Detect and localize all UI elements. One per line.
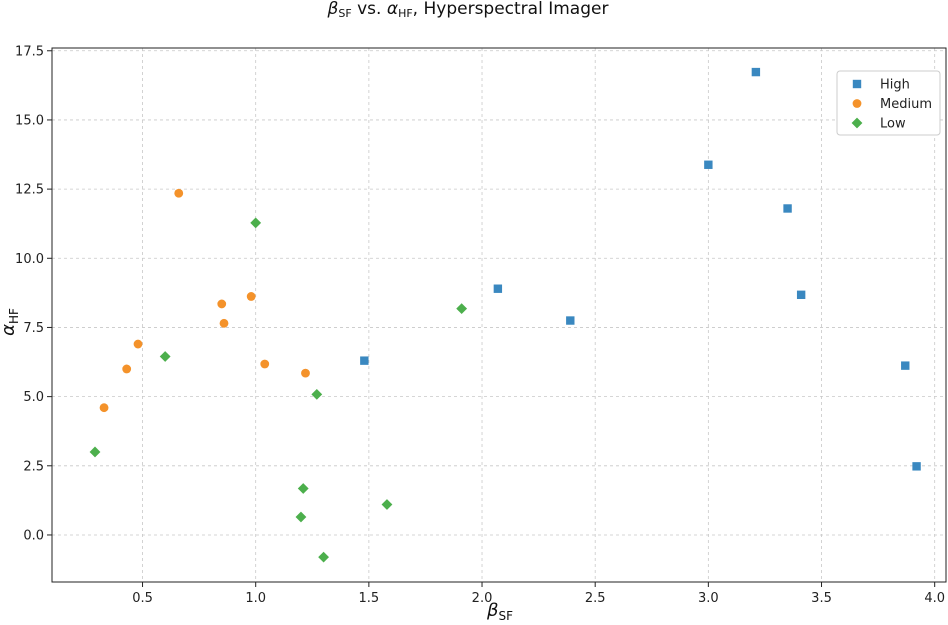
legend-label-high: High [880,78,910,93]
data-point-high [566,316,575,325]
x-tick-label: 3.0 [698,591,719,606]
title-suffix: , Hyperspectral Imager [413,0,609,19]
y-tick-label: 12.5 [15,183,44,198]
y-tick-label: 2.5 [23,459,44,474]
legend-item-medium: Medium [852,97,932,112]
data-point-low [297,483,309,494]
y-tick-label: 7.5 [23,321,44,336]
title-alpha-subscript: HF [398,7,413,20]
data-point-high [704,160,713,169]
data-point-medium [99,403,109,413]
legend-marker-high [852,79,862,89]
data-point-low [250,217,262,229]
y-axis-label: αHF [0,308,21,336]
legend-label-low: Low [880,117,906,132]
data-point-low [381,499,393,510]
y-tick-label: 5.0 [23,390,44,405]
title-alpha-symbol: α [387,0,398,19]
x-tick-label: 2.5 [585,591,606,606]
plot-frame [51,47,947,583]
x-axis-ticks: 0.5 1.0 1.5 2.0 2.5 3.0 3.5 4.0 [132,582,945,606]
legend-box [836,70,941,136]
data-point-high [796,290,806,300]
x-tick-label: 3.5 [811,591,832,606]
data-point-low [295,511,307,523]
x-axis-label-symbol: β [486,600,499,621]
y-tick-label: 0.0 [23,528,44,543]
data-point-low [89,446,101,458]
data-point-high [901,361,910,370]
grid-lines [52,48,946,582]
data-point-high [360,356,369,365]
data-point-high [751,67,761,77]
y-axis-label-symbol: α [0,324,19,336]
data-point-medium [174,188,184,198]
chart-title: βSF vs. αHF, Hyperspectral Imager [327,0,609,20]
data-point-high [912,462,921,471]
data-point-low [311,389,323,400]
legend-item-low: Low [851,117,906,132]
y-tick-label: 17.5 [15,44,44,59]
x-tick-label: 4.0 [924,591,945,606]
title-beta-subscript: SF [338,7,351,20]
data-point-medium [301,368,310,378]
data-point-medium [217,299,227,309]
data-point-low [456,303,468,315]
data-point-low [318,551,329,563]
data-point-medium [122,364,132,374]
x-tick-label: 2.0 [472,591,493,606]
title-beta-symbol: β [327,0,339,19]
data-point-high [493,284,503,293]
title-versus: vs. [352,0,387,19]
data-point-medium [246,292,256,301]
x-axis-label-subscript: SF [498,609,513,623]
legend-item-high: High [852,78,910,93]
data-point-high [783,204,792,213]
data-point-medium [260,359,270,369]
x-tick-label: 0.5 [132,591,153,606]
legend: High Medium Low [836,70,941,136]
data-point-medium [133,339,143,349]
data-point-low [159,351,171,362]
y-tick-label: 10.0 [15,252,44,267]
data-points [89,67,921,563]
y-axis-ticks: 0.0 2.5 5.0 7.5 10.0 12.5 15.0 17.5 [15,44,52,543]
y-axis-label-subscript: HF [7,308,21,324]
legend-marker-medium [852,99,862,108]
legend-marker-low [851,117,863,129]
data-point-medium [219,318,229,328]
x-tick-label: 1.0 [245,591,266,606]
y-tick-label: 15.0 [15,113,44,128]
legend-label-medium: Medium [880,97,932,112]
x-axis-label: βSF [486,600,513,623]
x-tick-label: 1.5 [359,591,380,606]
